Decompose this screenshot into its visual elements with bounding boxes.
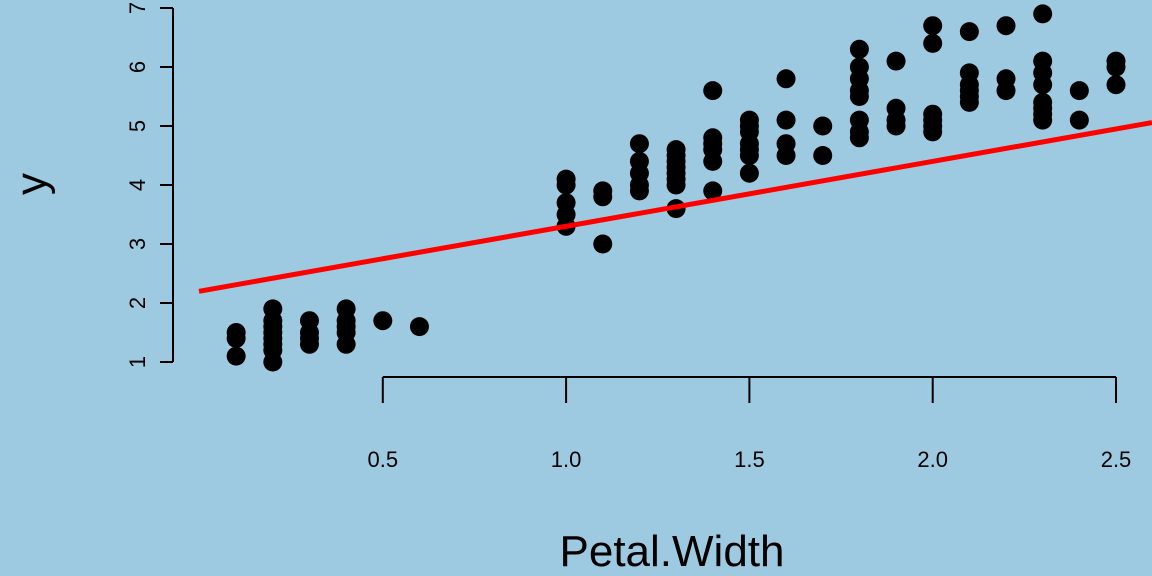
- data-point: [739, 163, 759, 183]
- x-tick-label: 1.0: [551, 447, 582, 472]
- data-point: [703, 81, 723, 101]
- data-point: [593, 181, 613, 201]
- x-tick-label: 1.5: [734, 447, 765, 472]
- data-point: [923, 16, 943, 36]
- data-point: [813, 146, 833, 165]
- fit-line-group: [198, 120, 1152, 294]
- data-point: [849, 57, 869, 77]
- data-point: [703, 128, 723, 148]
- data-point: [556, 169, 576, 189]
- data-point: [923, 104, 943, 124]
- data-point: [299, 311, 319, 331]
- data-point: [373, 311, 393, 331]
- y-tick-label: 3: [125, 238, 150, 250]
- data-point: [336, 299, 356, 319]
- data-point: [886, 51, 906, 71]
- data-point: [629, 151, 649, 171]
- data-point: [996, 16, 1016, 36]
- data-point: [1069, 110, 1089, 130]
- y-tick-label: 2: [125, 297, 150, 309]
- data-point: [593, 234, 613, 254]
- data-point: [923, 33, 943, 53]
- y-axis: 1 2 3 4 5 6 7: [125, 2, 174, 368]
- x-tick-label: 0.5: [368, 447, 399, 472]
- y-tick-label: 4: [125, 179, 150, 191]
- data-point: [776, 69, 796, 89]
- y-tick-label: 7: [125, 2, 150, 14]
- data-point: [703, 181, 723, 201]
- data-point: [226, 346, 246, 366]
- data-point: [886, 98, 906, 118]
- data-point: [1033, 92, 1053, 112]
- x-axis-title: Petal.Width: [560, 527, 785, 576]
- data-point: [849, 110, 869, 130]
- data-point: [263, 299, 283, 319]
- data-point: [776, 134, 796, 154]
- x-axis: 0.5 1.0 1.5 2.0 2.5: [368, 376, 1132, 472]
- data-point: [1033, 4, 1053, 24]
- data-point: [996, 69, 1016, 89]
- data-point: [1033, 51, 1053, 71]
- y-tick-label: 1: [125, 356, 150, 368]
- data-point: [226, 323, 246, 342]
- x-tick-label: 2.0: [917, 447, 948, 472]
- y-tick-label: 6: [125, 61, 150, 73]
- data-point: [959, 22, 979, 42]
- data-point: [1106, 51, 1126, 71]
- y-axis-title: y: [7, 173, 56, 195]
- data-point: [666, 140, 686, 160]
- data-point: [813, 116, 833, 136]
- data-point: [959, 63, 979, 83]
- data-point: [739, 110, 759, 130]
- fit-line: [198, 120, 1152, 294]
- y-tick-label: 5: [125, 120, 150, 132]
- data-point: [849, 39, 869, 59]
- data-point: [629, 134, 649, 154]
- data-point: [1106, 75, 1126, 95]
- data-points: [226, 4, 1126, 372]
- data-point: [776, 110, 796, 130]
- x-tick-label: 2.5: [1101, 447, 1132, 472]
- data-point: [409, 317, 429, 337]
- data-point: [556, 193, 576, 213]
- data-point: [1069, 81, 1089, 101]
